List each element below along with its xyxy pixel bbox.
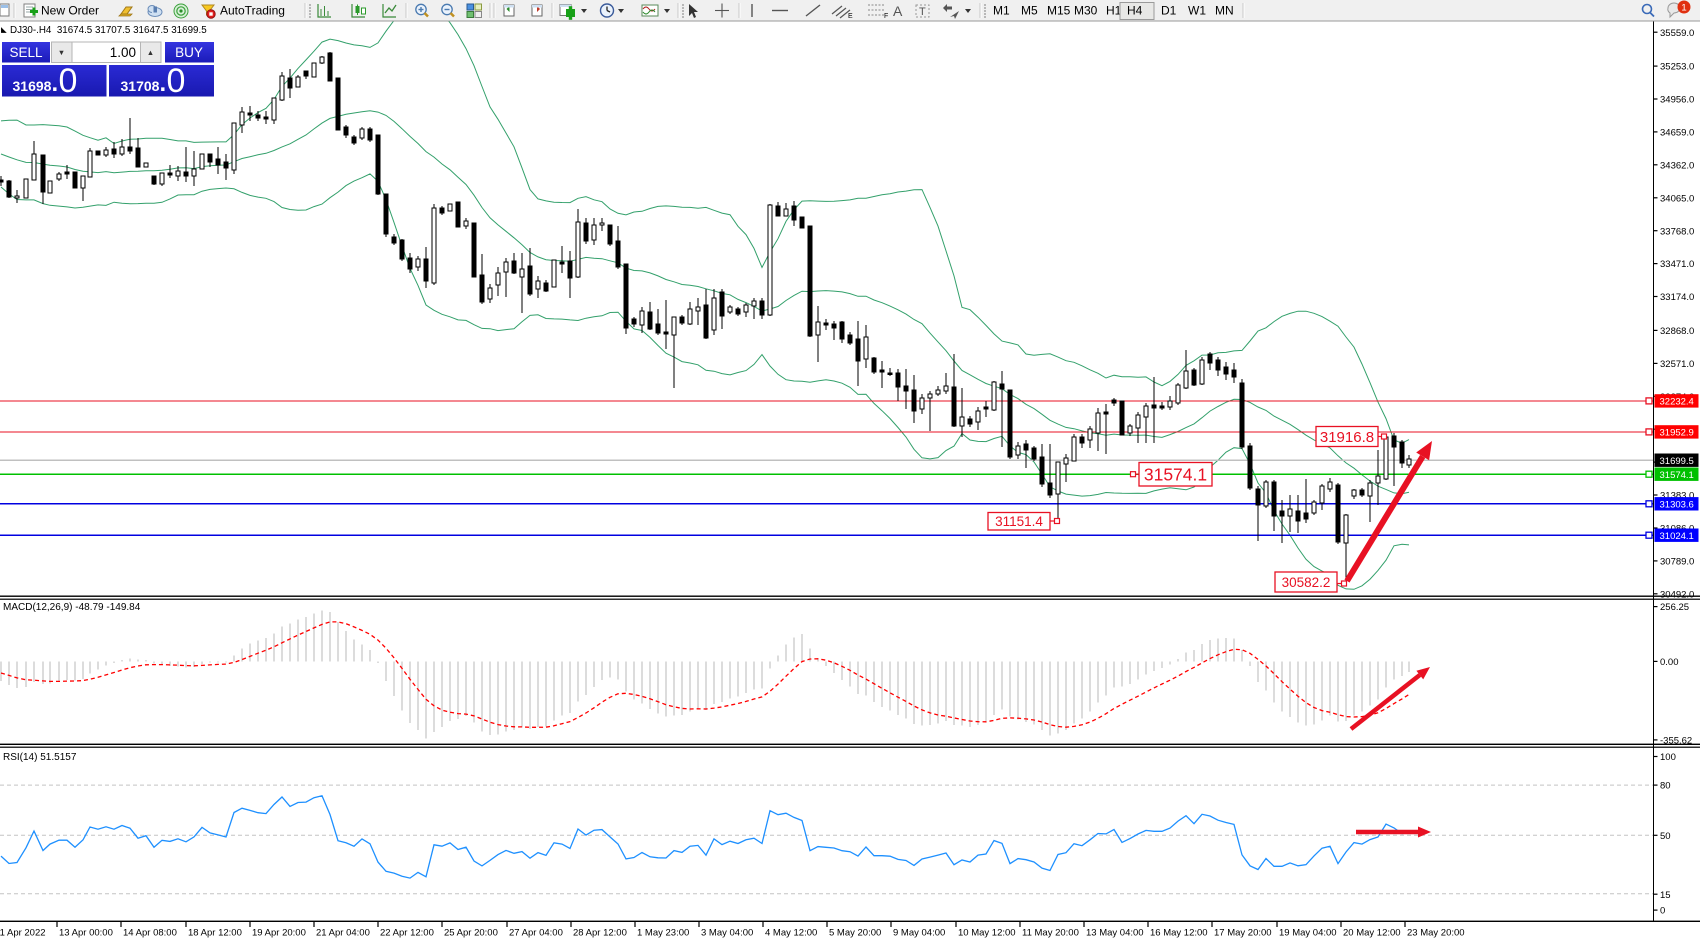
svg-text:11 May 20:00: 11 May 20:00 (1022, 928, 1079, 939)
svg-text:17 May 20:00: 17 May 20:00 (1214, 928, 1272, 939)
svg-text:28 Apr 12:00: 28 Apr 12:00 (573, 928, 627, 939)
svg-text:31574.1: 31574.1 (1660, 470, 1694, 481)
svg-text:11 Apr 2022: 11 Apr 2022 (0, 928, 46, 939)
svg-text:5 May 20:00: 5 May 20:00 (829, 928, 881, 939)
svg-text:10 May 12:00: 10 May 12:00 (958, 928, 1016, 939)
svg-text:31699.5: 31699.5 (1660, 456, 1694, 467)
svg-text:35559.0: 35559.0 (1660, 28, 1694, 39)
svg-text:22 Apr 12:00: 22 Apr 12:00 (380, 928, 434, 939)
svg-text:100: 100 (1660, 752, 1676, 763)
svg-text:H4: H4 (1127, 4, 1143, 18)
svg-text:0: 0 (167, 62, 186, 100)
svg-text:New Order: New Order (41, 4, 99, 18)
svg-text:32571.0: 32571.0 (1660, 359, 1694, 370)
svg-text:MN: MN (1215, 4, 1234, 18)
svg-text:31916.8: 31916.8 (1320, 429, 1374, 446)
svg-text:31303.6: 31303.6 (1660, 500, 1694, 511)
svg-text:H1: H1 (1106, 4, 1122, 18)
svg-text:31708: 31708 (121, 78, 160, 94)
svg-text:30789.0: 30789.0 (1660, 557, 1694, 568)
svg-text:33174.0: 33174.0 (1660, 292, 1694, 303)
svg-text:13 Apr 00:00: 13 Apr 00:00 (59, 928, 113, 939)
svg-text:SELL: SELL (9, 45, 43, 60)
svg-text:31024.1: 31024.1 (1660, 531, 1694, 542)
svg-text:4 May 12:00: 4 May 12:00 (765, 928, 817, 939)
svg-text:9 May 04:00: 9 May 04:00 (893, 928, 945, 939)
svg-text:13 May 04:00: 13 May 04:00 (1086, 928, 1144, 939)
svg-text:3 May 04:00: 3 May 04:00 (701, 928, 753, 939)
svg-text:19 Apr 20:00: 19 Apr 20:00 (252, 928, 306, 939)
svg-text:50: 50 (1660, 831, 1671, 842)
svg-text:AutoTrading: AutoTrading (220, 4, 285, 18)
svg-text:34956.0: 34956.0 (1660, 95, 1694, 106)
svg-text:31952.9: 31952.9 (1660, 428, 1694, 439)
svg-text:34362.0: 34362.0 (1660, 160, 1694, 171)
svg-text:31151.4: 31151.4 (995, 514, 1043, 529)
svg-text:27 Apr 04:00: 27 Apr 04:00 (509, 928, 563, 939)
svg-text:M30: M30 (1074, 4, 1098, 18)
svg-text:DJ30-.H4 31674.5 31707.5 3164: DJ30-.H4 31674.5 31707.5 31647.5 31699.5 (10, 25, 207, 36)
svg-text:W1: W1 (1188, 4, 1206, 18)
svg-text:◣: ◣ (1, 25, 8, 34)
svg-text:21 Apr 04:00: 21 Apr 04:00 (316, 928, 370, 939)
svg-text:31698: 31698 (13, 78, 52, 94)
svg-text:31574.1: 31574.1 (1144, 465, 1207, 485)
svg-text:32868.0: 32868.0 (1660, 326, 1694, 337)
svg-text:MACD(12,26,9) -48.79 -149.84: MACD(12,26,9) -48.79 -149.84 (3, 602, 141, 613)
svg-text:19 May 04:00: 19 May 04:00 (1279, 928, 1337, 939)
svg-text:25 Apr 20:00: 25 Apr 20:00 (444, 928, 498, 939)
svg-text:32232.4: 32232.4 (1660, 397, 1694, 408)
svg-text:14 Apr 08:00: 14 Apr 08:00 (123, 928, 177, 939)
svg-text:-355.62: -355.62 (1660, 736, 1692, 747)
svg-text:80: 80 (1660, 781, 1671, 792)
svg-text:D1: D1 (1161, 4, 1177, 18)
svg-text:A: A (893, 3, 903, 19)
svg-text:.: . (160, 70, 167, 97)
svg-text:34065.0: 34065.0 (1660, 193, 1694, 204)
svg-text:M5: M5 (1021, 4, 1038, 18)
svg-text:23 May 20:00: 23 May 20:00 (1407, 928, 1465, 939)
svg-text:1.00: 1.00 (110, 45, 136, 60)
svg-text:18 Apr 12:00: 18 Apr 12:00 (188, 928, 242, 939)
svg-text:30492.0: 30492.0 (1660, 589, 1694, 600)
svg-text:F: F (884, 13, 888, 20)
svg-text:BUY: BUY (175, 45, 203, 60)
svg-text:16 May 12:00: 16 May 12:00 (1150, 928, 1208, 939)
svg-text:35253.0: 35253.0 (1660, 62, 1694, 73)
svg-text:E: E (848, 13, 853, 20)
svg-text:0: 0 (1660, 906, 1665, 917)
svg-text:▲: ▲ (147, 48, 154, 57)
svg-text:M1: M1 (993, 4, 1010, 18)
svg-text:20 May 12:00: 20 May 12:00 (1343, 928, 1401, 939)
svg-text:0: 0 (59, 62, 78, 100)
svg-text:1: 1 (1681, 3, 1686, 14)
svg-text:RSI(14) 51.5157: RSI(14) 51.5157 (3, 752, 77, 763)
svg-text:256.25: 256.25 (1660, 602, 1689, 613)
svg-text:15: 15 (1660, 890, 1671, 901)
svg-text:T: T (919, 6, 926, 18)
svg-text:31383.0: 31383.0 (1660, 491, 1694, 502)
svg-text:30582.2: 30582.2 (1282, 575, 1331, 590)
svg-text:M15: M15 (1047, 4, 1071, 18)
svg-text:33768.0: 33768.0 (1660, 226, 1694, 237)
svg-text:1 May 23:00: 1 May 23:00 (637, 928, 689, 939)
svg-text:.: . (52, 70, 59, 97)
svg-text:34659.0: 34659.0 (1660, 128, 1694, 139)
svg-text:0.00: 0.00 (1660, 657, 1679, 668)
svg-text:▼: ▼ (58, 48, 65, 57)
svg-text:33471.0: 33471.0 (1660, 259, 1694, 270)
